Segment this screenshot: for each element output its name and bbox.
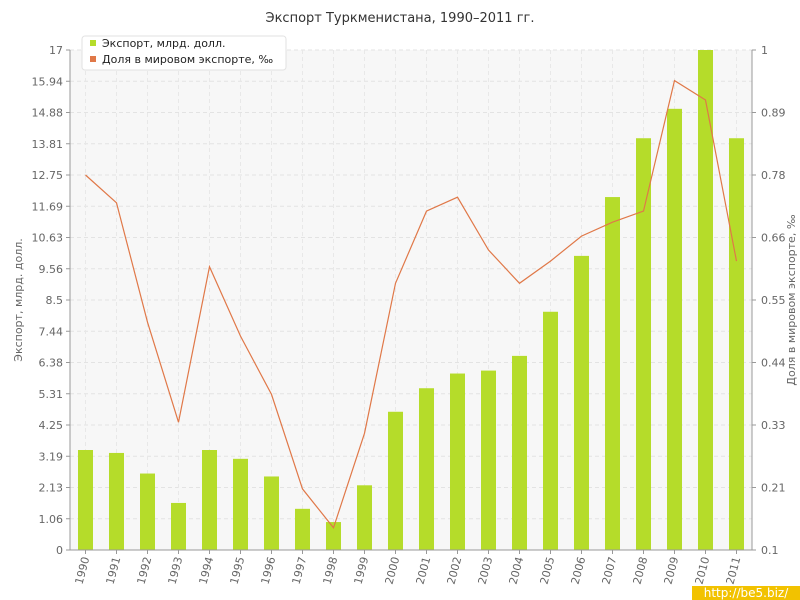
y2-axis-label: Доля в мировом экспорте, ‰: [785, 214, 798, 385]
x-tick-label: 1999: [352, 555, 372, 585]
y2-tick-label: 0.1: [761, 544, 779, 557]
bar-2006: [574, 255, 589, 550]
x-tick-label: 1996: [259, 555, 279, 585]
y2-tick-label: 0.33: [761, 419, 786, 432]
y2-tick-label: 0.66: [761, 232, 786, 245]
x-tick-label: 1994: [197, 555, 217, 585]
x-tick-label: 2000: [383, 555, 403, 585]
legend-label-share: Доля в мировом экспорте, ‰: [102, 53, 273, 66]
y-axis-ticks: 0 1.06 2.13 3.19 4.25 5.31 6.38 7.44 8.5 9.56 10.6…: [32, 44, 70, 557]
y-tick-label: 8.5: [46, 294, 64, 307]
y-tick-label: 14.88: [32, 107, 64, 120]
y2-tick-label: 0.89: [761, 107, 786, 120]
x-tick-label: 2006: [569, 555, 589, 585]
y-tick-label: 17: [49, 44, 63, 57]
bar-2004: [512, 355, 527, 550]
y-tick-label: 7.44: [39, 325, 64, 338]
x-tick-label: 2010: [693, 555, 713, 585]
x-tick-label: 2002: [445, 555, 465, 585]
y-tick-label: 4.25: [39, 419, 64, 432]
bar-2009: [667, 108, 682, 550]
legend-swatch-export: [90, 40, 96, 46]
bar-1999: [357, 485, 372, 550]
y-tick-label: 2.13: [39, 482, 64, 495]
bar-2000: [388, 411, 403, 550]
bar-1990: [78, 450, 93, 550]
legend-swatch-share: [90, 56, 96, 62]
chart-title: Экспорт Туркменистана, 1990–2011 гг.: [266, 11, 535, 26]
x-tick-label: 1997: [290, 555, 310, 585]
bar-1996: [264, 476, 279, 550]
y2-tick-label: 0.21: [761, 482, 786, 495]
bar-2002: [450, 373, 465, 550]
x-tick-label: 2003: [476, 555, 496, 585]
y-tick-label: 9.56: [39, 263, 64, 276]
y2-tick-label: 0.44: [761, 357, 786, 370]
y2-tick-label: 1: [761, 44, 768, 57]
bar-1991: [109, 452, 124, 550]
x-tick-label: 2009: [662, 555, 682, 585]
legend: Экспорт, млрд. долл. Доля в мировом эксп…: [81, 35, 287, 71]
bar-2001: [419, 388, 434, 550]
bar-2007: [605, 197, 620, 550]
watermark-text: http://be5.biz/: [704, 586, 789, 600]
watermark: http://be5.biz/: [692, 586, 800, 600]
y-tick-label: 13.81: [32, 138, 64, 151]
y2-tick-label: 0.55: [761, 294, 786, 307]
bar-1992: [140, 473, 155, 550]
x-tick-label: 2001: [414, 555, 434, 585]
y-tick-label: 10.63: [32, 232, 64, 245]
y-tick-label: 3.19: [39, 450, 64, 463]
x-tick-label: 1990: [73, 555, 93, 585]
bar-2005: [543, 311, 558, 550]
x-tick-label: 2005: [538, 555, 558, 585]
legend-box: [81, 35, 287, 71]
bar-1997: [295, 508, 310, 550]
y-tick-label: 6.38: [39, 357, 64, 370]
y-tick-label: 1.06: [39, 513, 64, 526]
bar-2003: [481, 370, 496, 550]
bar-series: [78, 50, 744, 550]
x-tick-label: 1995: [228, 555, 248, 585]
y-tick-label: 0: [56, 544, 63, 557]
y-tick-label: 12.75: [32, 169, 64, 182]
bar-1995: [233, 458, 248, 550]
bar-1998: [326, 522, 341, 550]
x-axis-ticks: 1990 1991 1992 1993 1994 1995 1996 1997 1998 1999…: [73, 550, 744, 586]
y2-axis-ticks: 0.1 0.21 0.33 0.44 0.55 0.66 0.78 0.89 1: [752, 44, 786, 557]
x-tick-label: 2007: [600, 555, 620, 585]
bar-1993: [171, 502, 186, 550]
y-tick-label: 15.94: [32, 75, 64, 88]
x-tick-label: 2008: [631, 555, 651, 585]
legend-label-export: Экспорт, млрд. долл.: [102, 37, 225, 50]
line-series: [85, 79, 738, 530]
x-tick-label: 1993: [166, 555, 186, 585]
bar-2010: [698, 50, 713, 550]
x-tick-label: 1998: [321, 555, 341, 585]
y-tick-label: 5.31: [39, 388, 64, 401]
bar-1994: [202, 450, 217, 550]
y-axis-label: Экспорт, млрд. долл.: [12, 238, 25, 361]
y-tick-label: 11.69: [32, 200, 64, 213]
bar-2008: [636, 138, 651, 550]
y2-tick-label: 0.78: [761, 169, 786, 182]
x-tick-label: 1991: [104, 555, 124, 585]
x-tick-label: 2004: [507, 555, 527, 585]
x-tick-label: 1992: [135, 555, 155, 585]
bar-2011: [729, 138, 744, 550]
watermark-background: [692, 586, 800, 600]
x-tick-label: 2011: [724, 555, 744, 585]
